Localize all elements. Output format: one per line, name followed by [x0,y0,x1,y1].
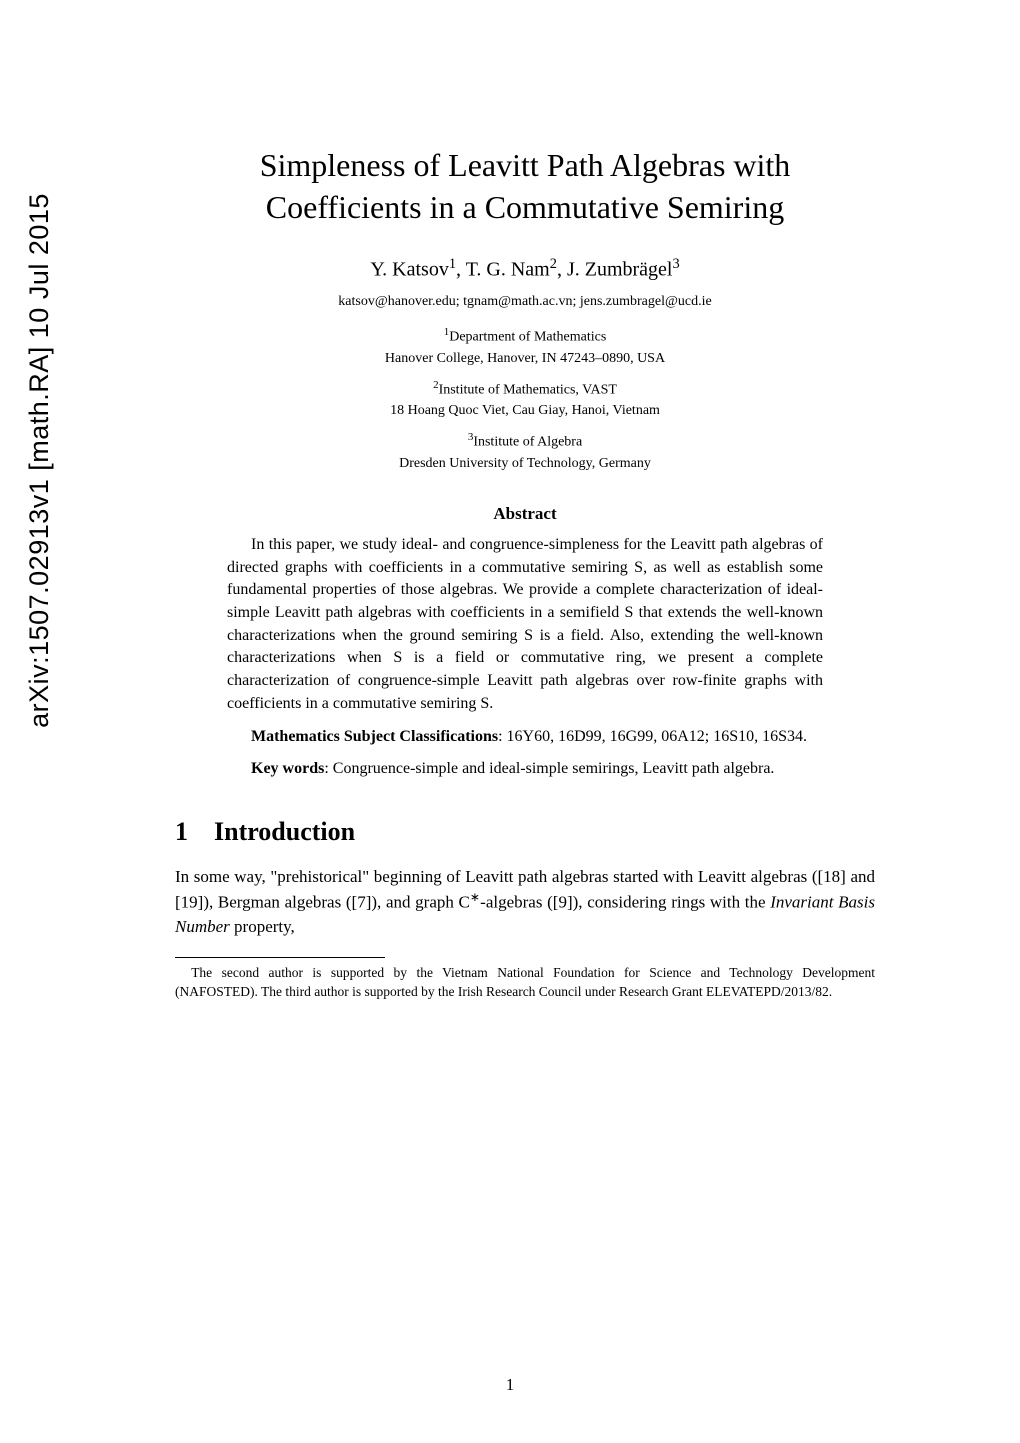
msc-values: : 16Y60, 16D99, 16G99, 06A12; 16S10, 16S… [498,728,807,745]
affiliation-1: 1Department of Mathematics Hanover Colle… [175,324,875,369]
author-3-sup: 3 [672,256,679,272]
keywords-values: : Congruence-simple and ideal-simple sem… [324,760,774,777]
section-1-heading: 1 Introduction [175,817,875,847]
author-emails: katsov@hanover.edu; tgnam@math.ac.vn; je… [175,294,875,310]
arxiv-sidebar: arXiv:1507.02913v1 [math.RA] 10 Jul 2015 [24,100,54,820]
section-1-body: In some way, "prehistorical" beginning o… [175,865,875,939]
authors: Y. Katsov1, T. G. Nam2, J. Zumbrägel3 [175,256,875,282]
author-2-sup: 2 [550,256,557,272]
affiliation-1-line-1: Department of Mathematics [449,330,606,345]
title-line-2: Coefficients in a Commutative Semiring [266,189,784,225]
abstract-msc: Mathematics Subject Classifications: 16Y… [175,726,875,749]
affiliation-3: 3Institute of Algebra Dresden University… [175,429,875,474]
affiliations: 1Department of Mathematics Hanover Colle… [175,324,875,474]
page-number: 1 [0,1375,1020,1395]
affiliation-3-line-2: Dresden University of Technology, German… [399,456,651,471]
section-1-number: 1 [175,817,188,846]
msc-label: Mathematics Subject Classifications [251,728,498,745]
footnote: The second author is supported by the Vi… [175,964,875,1002]
author-2-name: T. G. Nam [466,259,550,281]
section-1-body-suffix-2: property, [230,917,295,936]
paper-title: Simpleness of Leavitt Path Algebras with… [175,145,875,228]
affiliation-2-line-1: Institute of Mathematics, VAST [439,382,617,397]
affiliation-1-line-2: Hanover College, Hanover, IN 47243–0890,… [385,351,665,366]
author-3-name: J. Zumbrägel [567,259,673,281]
author-1-name: Y. Katsov [370,259,449,281]
affiliation-3-line-1: Institute of Algebra [473,435,582,450]
arxiv-identifier: arXiv:1507.02913v1 [math.RA] 10 Jul 2015 [24,193,55,728]
affiliation-2: 2Institute of Mathematics, VAST 18 Hoang… [175,377,875,422]
abstract-heading: Abstract [175,504,875,524]
section-1-body-sup: ∗ [470,890,480,904]
abstract-keywords: Key words: Congruence-simple and ideal-s… [175,758,875,781]
page-content: Simpleness of Leavitt Path Algebras with… [175,145,875,1002]
abstract-body: In this paper, we study ideal- and congr… [175,534,875,716]
author-1-sup: 1 [449,256,456,272]
section-1-title: Introduction [214,817,355,846]
keywords-label: Key words [251,760,324,777]
title-line-1: Simpleness of Leavitt Path Algebras with [260,147,791,183]
section-1-body-suffix-1: -algebras ([9]), considering rings with … [480,893,770,912]
affiliation-2-line-2: 18 Hoang Quoc Viet, Cau Giay, Hanoi, Vie… [390,403,660,418]
footnote-rule [175,957,385,958]
